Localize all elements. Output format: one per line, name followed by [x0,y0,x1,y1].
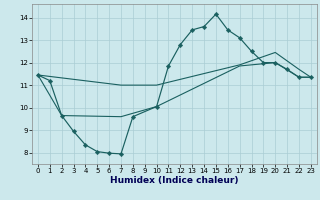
X-axis label: Humidex (Indice chaleur): Humidex (Indice chaleur) [110,176,239,185]
